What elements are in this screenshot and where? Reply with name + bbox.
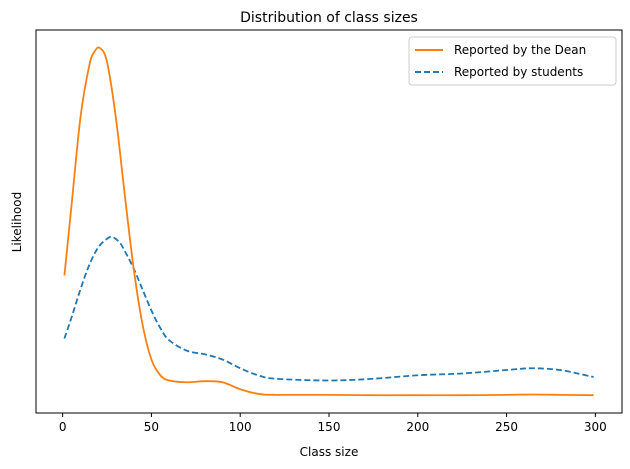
plot-area (63, 46, 594, 397)
legend-label-students: Reported by students (454, 65, 583, 79)
chart-title: Distribution of class sizes (240, 10, 418, 26)
legend-label-dean: Reported by the Dean (454, 43, 586, 57)
series-line-dean (63, 46, 594, 397)
x-tick-label: 250 (495, 420, 518, 434)
x-tick-label: 100 (229, 420, 252, 434)
x-tick-label: 200 (406, 420, 429, 434)
legend: Reported by the Dean Reported by student… (408, 36, 617, 86)
x-tick-label: 0 (59, 420, 67, 434)
legend-box (408, 36, 617, 86)
x-tick-label: 50 (144, 420, 159, 434)
series-line-students (63, 235, 594, 382)
x-axis-label: Class size (300, 445, 359, 459)
y-axis-label: Likelihood (10, 192, 24, 253)
x-tick-label: 300 (584, 420, 607, 434)
x-axis-ticks: 0 50 100 150 200 250 300 (59, 413, 607, 434)
x-tick-label: 150 (318, 420, 341, 434)
